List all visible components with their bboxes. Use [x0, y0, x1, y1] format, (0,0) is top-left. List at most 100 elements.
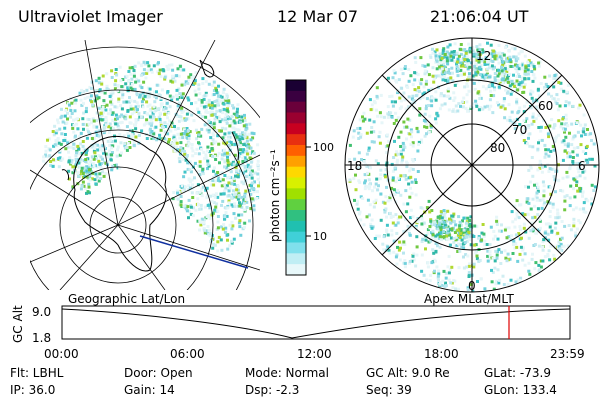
aurora-pixel: [181, 156, 184, 160]
right-map-label: Apex MLat/MLT: [424, 292, 514, 306]
aurora-pixel: [523, 252, 527, 256]
aurora-pixel: [141, 105, 145, 109]
aurora-pixel: [564, 100, 568, 104]
aurora-pixel: [90, 155, 94, 159]
aurora-pixel: [368, 184, 372, 188]
aurora-pixel: [79, 157, 83, 161]
aurora-pixel: [455, 62, 458, 66]
aurora-pixel: [153, 94, 157, 98]
aurora-pixel: [226, 238, 229, 242]
aurora-pixel: [563, 149, 567, 153]
aurora-pixel: [92, 125, 96, 129]
aurora-pixel: [420, 138, 423, 142]
aurora-pixel: [225, 141, 229, 145]
aurora-pixel: [178, 136, 182, 140]
aurora-pixel: [110, 89, 114, 93]
aurora-pixel: [124, 117, 128, 121]
aurora-pixel: [401, 148, 405, 152]
aurora-pixel: [497, 72, 501, 76]
aurora-pixel: [394, 180, 398, 184]
aurora-pixel: [452, 108, 456, 112]
aurora-pixel: [94, 155, 97, 159]
aurora-pixel: [552, 253, 556, 257]
aurora-pixel: [58, 150, 62, 154]
aurora-pixel: [368, 203, 372, 207]
aurora-pixel: [361, 115, 364, 119]
aurora-pixel: [171, 142, 175, 146]
aurora-pixel: [560, 220, 564, 223]
aurora-pixel: [567, 103, 571, 107]
aurora-pixel: [435, 67, 439, 71]
aurora-pixel: [233, 127, 237, 131]
aurora-pixel: [477, 236, 480, 240]
aurora-pixel: [225, 121, 229, 125]
aurora-pixel: [400, 158, 404, 162]
aurora-pixel: [93, 178, 97, 182]
aurora-pixel: [352, 177, 356, 181]
aurora-pixel: [385, 151, 389, 155]
aurora-pixel: [377, 184, 380, 188]
aurora-pixel: [167, 111, 171, 115]
aurora-pixel: [198, 173, 202, 177]
aurora-pixel: [67, 169, 71, 173]
aurora-pixel: [206, 163, 210, 166]
aurora-pixel: [445, 59, 449, 63]
aurora-pixel: [480, 73, 484, 77]
aurora-pixel: [532, 73, 536, 77]
aurora-pixel: [136, 118, 140, 122]
aurora-pixel: [442, 73, 446, 77]
aurora-pixel: [181, 189, 185, 193]
aurora-pixel: [509, 65, 513, 68]
aurora-pixel: [105, 103, 109, 107]
aurora-pixel: [461, 242, 465, 246]
aurora-pixel: [118, 133, 122, 136]
aurora-pixel: [493, 259, 497, 263]
aurora-pixel: [392, 250, 396, 254]
aurora-pixel: [444, 78, 448, 82]
aurora-pixel: [405, 160, 409, 164]
aurora-pixel: [534, 231, 538, 235]
aurora-pixel: [237, 195, 241, 199]
aurora-pixel: [354, 188, 358, 192]
aurora-pixel: [145, 71, 149, 75]
aurora-pixel: [200, 194, 204, 198]
aurora-pixel: [214, 172, 218, 176]
aurora-pixel: [478, 53, 482, 57]
aurora-pixel: [76, 144, 80, 148]
aurora-pixel: [549, 244, 553, 248]
aurora-pixel: [442, 226, 446, 230]
aurora-pixel: [436, 227, 440, 231]
aurora-pixel: [431, 248, 435, 252]
aurora-pixel: [439, 75, 443, 79]
aurora-pixel: [125, 145, 129, 149]
aurora-pixel: [372, 205, 376, 209]
aurora-pixel: [429, 218, 433, 222]
aurora-pixel: [514, 55, 518, 59]
aurora-pixel: [395, 231, 399, 235]
aurora-pixel: [90, 177, 94, 181]
aurora-pixel: [197, 133, 201, 137]
aurora-pixel: [385, 230, 389, 233]
left-latlon-grid: [30, 40, 260, 290]
aurora-pixel: [131, 107, 135, 111]
aurora-pixel: [503, 67, 507, 71]
aurora-pixel: [148, 87, 152, 91]
aurora-pixel: [135, 101, 139, 105]
aurora-pixel: [584, 197, 588, 201]
aurora-pixel: [505, 74, 509, 78]
aurora-pixel: [133, 71, 136, 75]
aurora-pixel: [420, 253, 424, 257]
aurora-pixel: [553, 245, 557, 249]
aurora-pixel: [191, 183, 194, 187]
aurora-pixel: [525, 100, 529, 104]
aurora-pixel: [370, 126, 374, 129]
aurora-pixel: [210, 101, 214, 105]
aurora-pixel: [179, 141, 183, 145]
aurora-pixel: [186, 96, 190, 100]
aurora-pixel: [86, 128, 90, 132]
aurora-pixel: [537, 141, 540, 145]
aurora-pixel: [237, 147, 241, 151]
aurora-pixel: [538, 64, 541, 68]
aurora-pixel: [491, 111, 495, 115]
aurora-pixel: [572, 221, 576, 225]
